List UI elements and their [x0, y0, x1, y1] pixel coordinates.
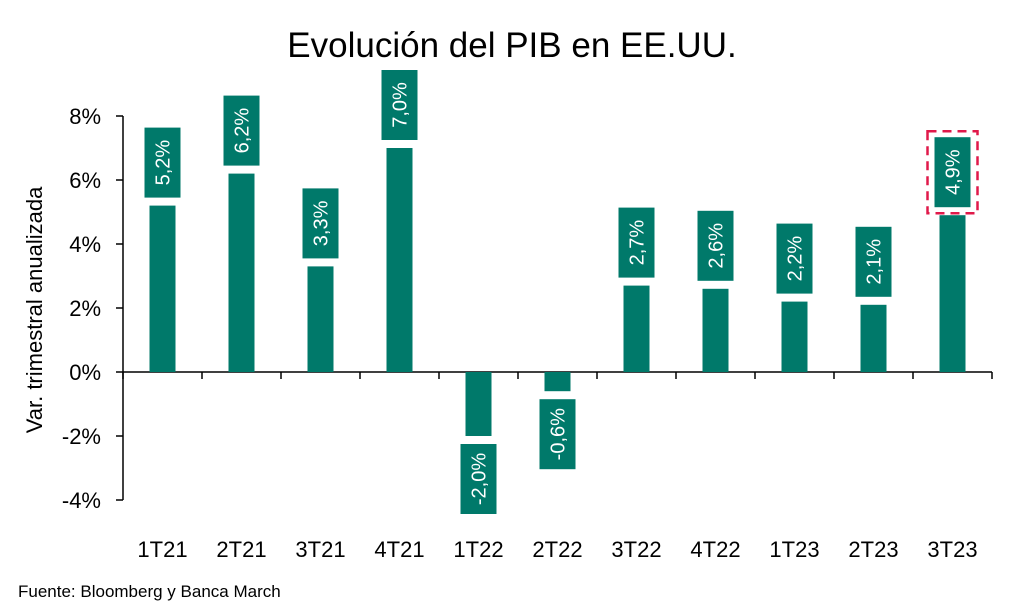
- highlight-border: [926, 129, 979, 215]
- x-tick-label: 1T22: [453, 537, 503, 562]
- data-label-box: [381, 70, 418, 140]
- data-label: -2,0%: [469, 453, 491, 505]
- data-label: 3,3%: [311, 200, 333, 246]
- bar-2T23: [860, 304, 887, 372]
- bar-1T22: [465, 372, 492, 436]
- bar-3T21: [307, 266, 334, 372]
- data-label: 7,0%: [390, 82, 412, 128]
- y-tick-label: 6%: [69, 168, 101, 193]
- data-label-box: [776, 223, 813, 294]
- data-label-box: [144, 127, 181, 198]
- x-tick-label: 3T21: [295, 537, 345, 562]
- bar-3T22: [623, 285, 650, 372]
- y-tick-label: 8%: [69, 104, 101, 129]
- data-label-box: [539, 399, 576, 470]
- bar-4T21: [386, 148, 413, 372]
- y-tick-label: 2%: [69, 296, 101, 321]
- data-label-box: [223, 95, 260, 166]
- bar-2T21: [228, 173, 255, 372]
- data-label: 2,2%: [785, 236, 807, 282]
- y-axis-label: Var. trimestral anualizada: [22, 186, 47, 433]
- bar-2T22: [544, 372, 571, 392]
- chart-title: Evolución del PIB en EE.UU.: [287, 26, 736, 65]
- bar-1T21: [149, 205, 176, 372]
- data-label: 6,2%: [232, 108, 254, 154]
- x-tick-label: 1T21: [137, 537, 187, 562]
- data-label-box: [934, 137, 971, 208]
- source-note: Fuente: Bloomberg y Banca March: [18, 582, 281, 601]
- data-label-box: [618, 207, 655, 278]
- x-tick-label: 3T23: [927, 537, 977, 562]
- data-label-box: [855, 226, 892, 297]
- bar-4T22: [702, 288, 729, 372]
- x-tick-label: 4T21: [374, 537, 424, 562]
- x-tick-label: 2T23: [848, 537, 898, 562]
- data-label-box: [697, 210, 734, 281]
- bar-1T23: [781, 301, 808, 372]
- x-tick-label: 3T22: [611, 537, 661, 562]
- data-label: 2,1%: [864, 239, 886, 285]
- data-label: 2,7%: [627, 220, 649, 266]
- x-tick-label: 2T21: [216, 537, 266, 562]
- data-label: 5,2%: [153, 140, 175, 186]
- data-label-box: [460, 444, 497, 514]
- x-tick-label: 2T22: [532, 537, 582, 562]
- y-tick-label: -4%: [62, 488, 101, 513]
- y-tick-label: -2%: [62, 424, 101, 449]
- y-tick-label: 4%: [69, 232, 101, 257]
- x-tick-label: 1T23: [769, 537, 819, 562]
- data-label: 2,6%: [706, 223, 728, 269]
- data-label: 4,9%: [943, 149, 965, 195]
- data-label-box: [302, 188, 339, 259]
- bar-3T23: [939, 215, 966, 372]
- y-tick-label: 0%: [69, 360, 101, 385]
- data-label: -0,6%: [548, 408, 570, 460]
- x-tick-label: 4T22: [690, 537, 740, 562]
